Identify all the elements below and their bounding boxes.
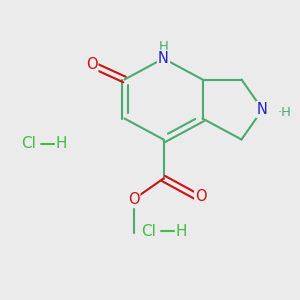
- Text: Cl: Cl: [141, 224, 156, 238]
- Text: H: H: [176, 224, 187, 238]
- Text: N: N: [257, 102, 268, 117]
- Text: Cl: Cl: [21, 136, 36, 152]
- Text: O: O: [195, 189, 207, 204]
- Text: H: H: [159, 40, 168, 53]
- Text: O: O: [86, 57, 97, 72]
- Text: ·H: ·H: [278, 106, 291, 119]
- Text: H: H: [56, 136, 67, 152]
- Text: O: O: [128, 192, 139, 207]
- Text: N: N: [158, 51, 169, 66]
